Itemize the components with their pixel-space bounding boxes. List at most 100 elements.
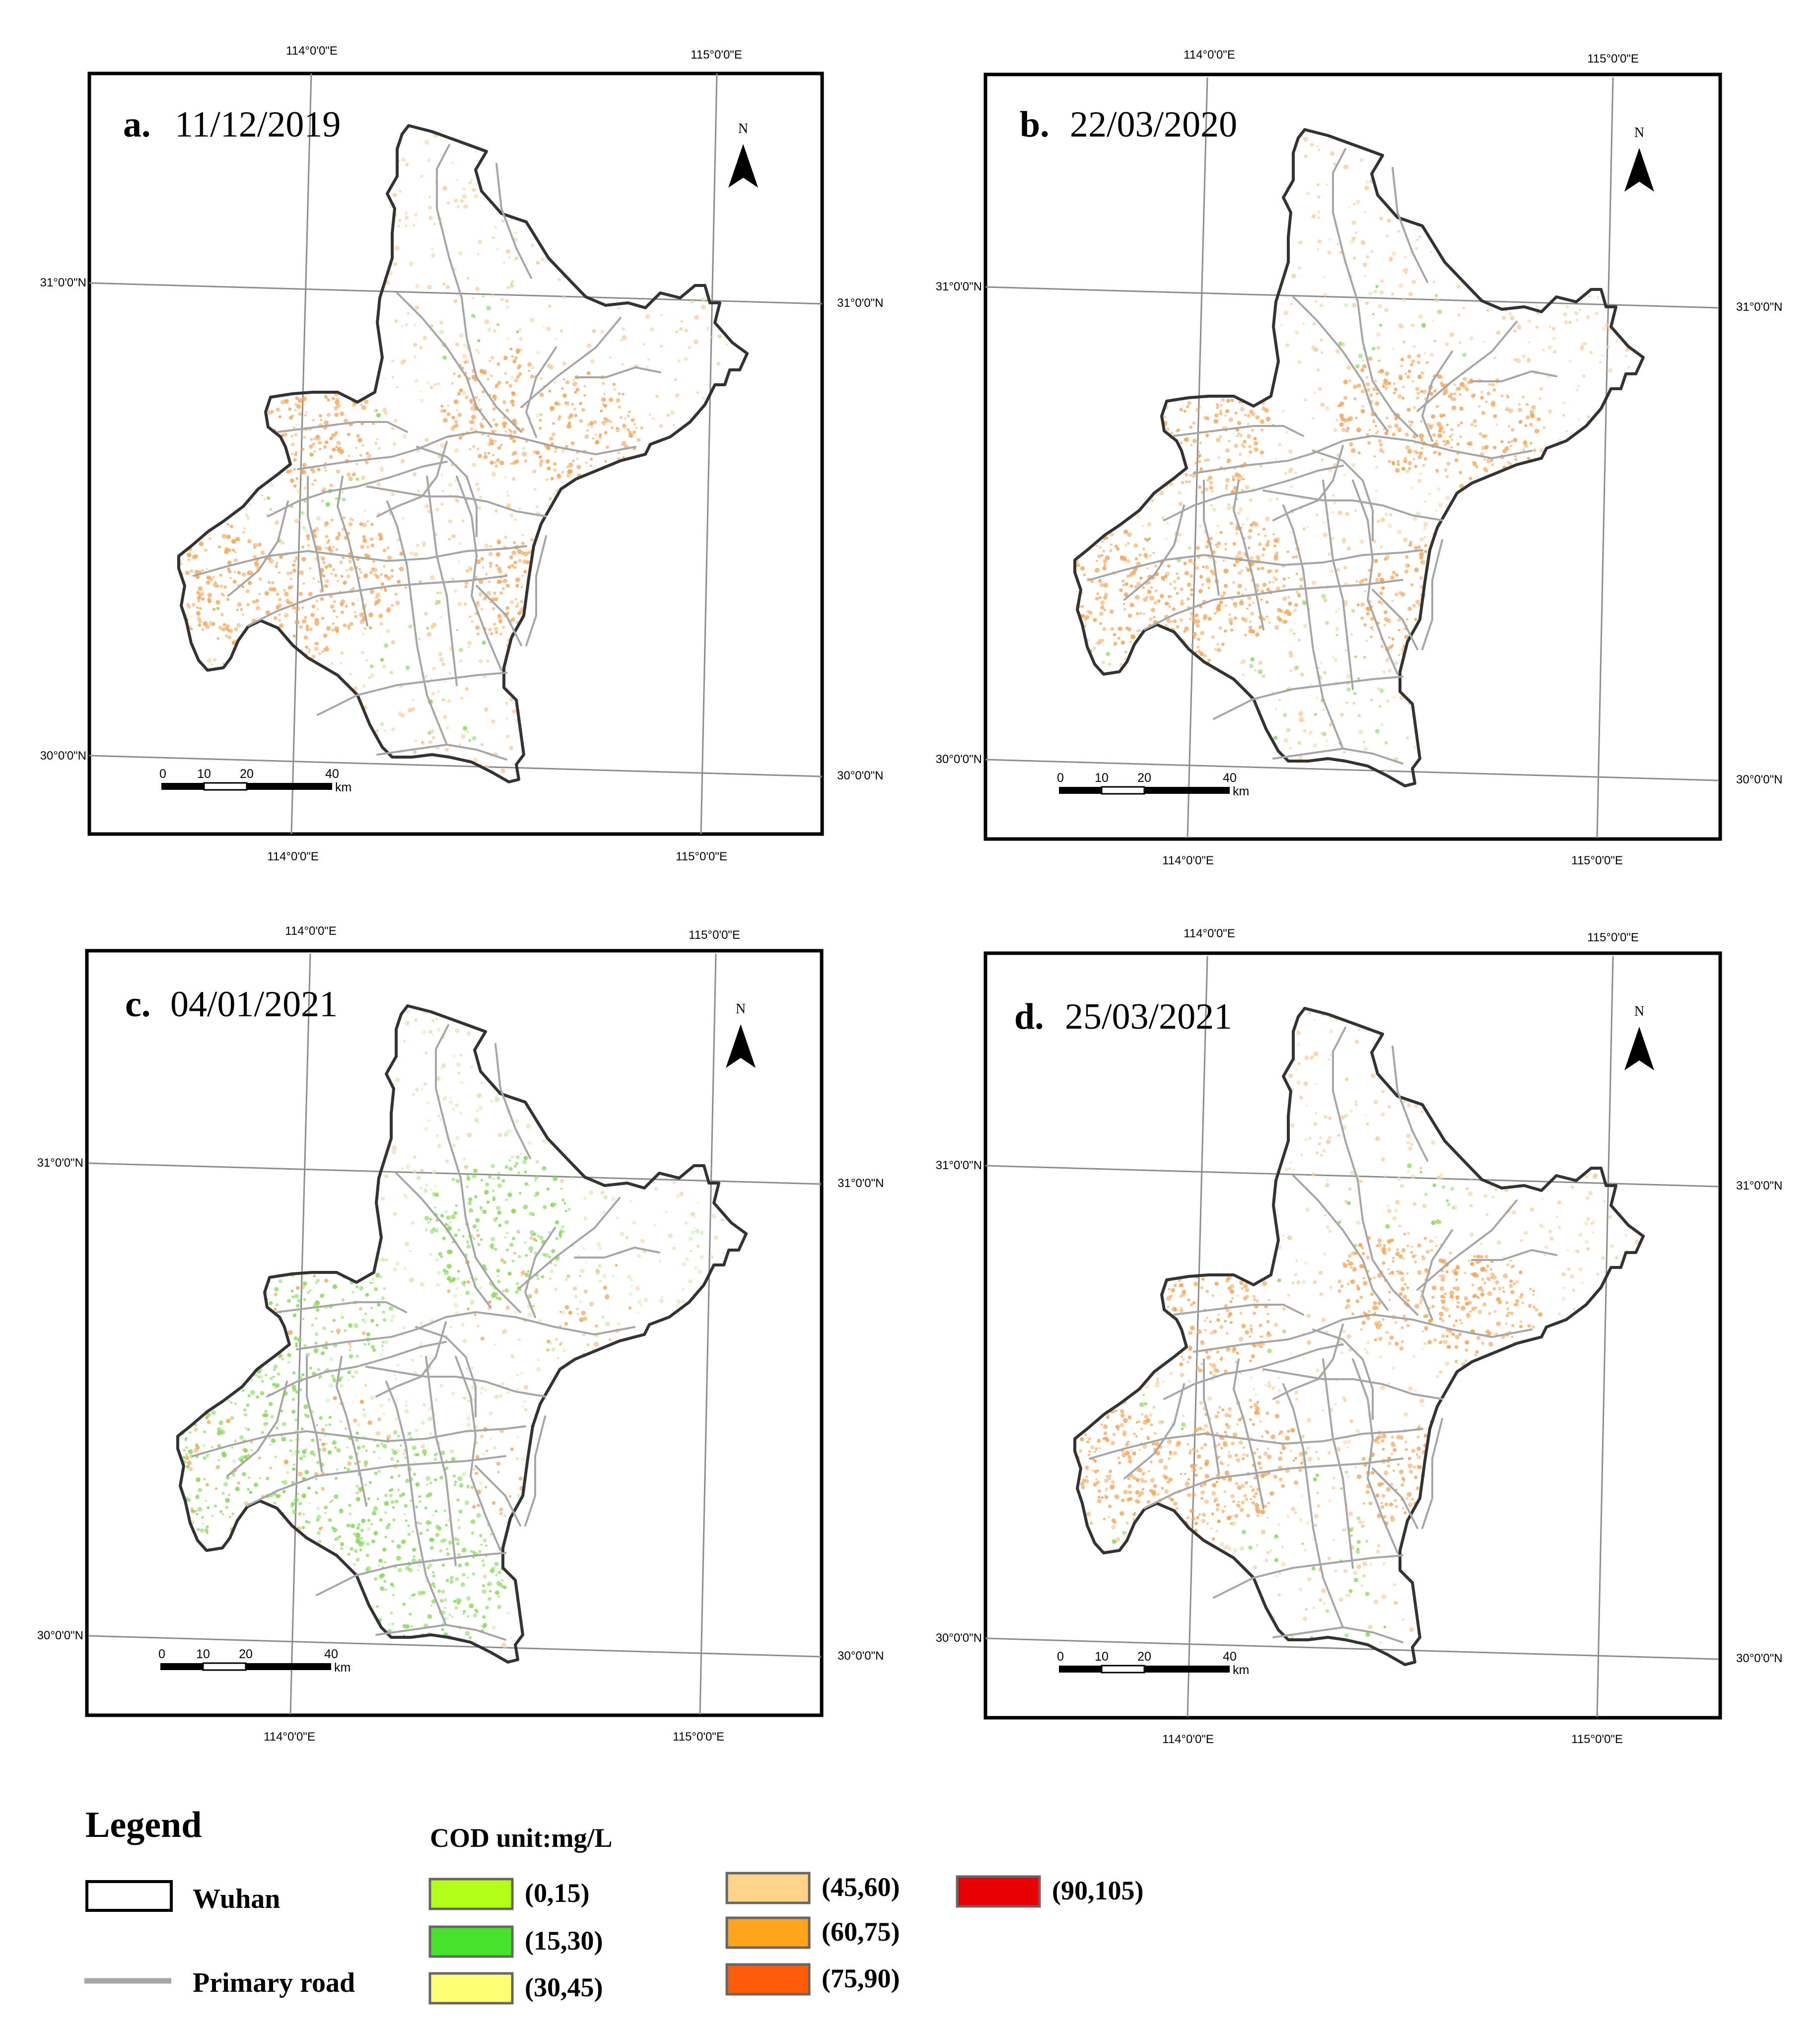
cod-pixel: [1178, 491, 1182, 495]
cod-pixel: [327, 546, 332, 551]
cod-pixel: [1400, 364, 1403, 367]
cod-pixel: [501, 421, 507, 426]
cod-pixel: [296, 490, 299, 492]
cod-pixel: [1593, 1173, 1598, 1178]
cod-pixel: [1278, 443, 1282, 447]
cod-pixel: [330, 604, 335, 609]
cod-pixel: [446, 1223, 449, 1227]
cod-pixel: [457, 602, 462, 607]
cod-pixel: [627, 415, 630, 418]
cod-pixel: [1510, 1311, 1514, 1315]
cod-pixel: [328, 1383, 334, 1389]
cod-pixel: [365, 1293, 369, 1297]
cod-pixel: [307, 537, 310, 541]
cod-pixel: [1569, 1274, 1575, 1279]
cod-pixel: [489, 1590, 492, 1593]
cod-pixel: [1189, 425, 1193, 429]
cod-pixel: [1488, 383, 1491, 386]
cod-pixel: [494, 1100, 496, 1102]
cod-pixel: [269, 1376, 273, 1381]
cod-pixel: [1356, 1540, 1361, 1544]
cod-pixel: [1349, 442, 1353, 447]
cod-pixel: [1236, 1351, 1240, 1355]
cod-pixel: [324, 1278, 329, 1283]
cod-pixel: [488, 1300, 491, 1304]
cod-pixel: [1420, 447, 1423, 450]
cod-pixel: [374, 603, 377, 606]
cod-pixel: [259, 1477, 261, 1479]
cod-pixel: [1303, 1548, 1307, 1552]
cod-pixel: [477, 1243, 481, 1247]
cod-pixel: [436, 1452, 438, 1455]
cod-pixel: [426, 381, 430, 384]
cod-pixel: [331, 1374, 334, 1377]
cod-pixel: [339, 1508, 343, 1512]
cod-pixel: [511, 392, 516, 396]
cod-pixel: [1368, 429, 1371, 431]
cod-pixel: [1123, 592, 1128, 597]
cod-pixel: [636, 1311, 639, 1314]
cod-pixel: [388, 1623, 391, 1626]
cod-pixel: [590, 359, 595, 364]
cod-pixel: [1181, 481, 1185, 485]
cod-pixel: [390, 1457, 394, 1461]
cod-pixel: [1163, 416, 1167, 419]
cod-pixel: [1199, 1467, 1202, 1470]
cod-pixel: [1472, 419, 1477, 423]
cod-pixel: [361, 405, 366, 410]
panel-letter: a.: [123, 104, 151, 145]
cod-pixel: [1381, 1090, 1385, 1094]
cod-pixel: [1355, 1299, 1360, 1304]
cod-pixel: [1202, 1428, 1205, 1431]
cod-pixel: [1423, 351, 1426, 354]
cod-pixel: [1411, 1449, 1415, 1453]
cod-pixel: [568, 1311, 572, 1315]
cod-pixel: [380, 1257, 385, 1262]
cod-pixel: [278, 1355, 281, 1359]
cod-pixel: [325, 502, 330, 507]
cod-pixel: [424, 504, 429, 509]
primary-road: [1292, 296, 1389, 432]
cod-pixel: [524, 1272, 529, 1277]
cod-pixel: [1625, 1234, 1627, 1237]
cod-pixel: [1195, 1366, 1199, 1370]
cod-pixel: [1243, 1494, 1247, 1498]
cod-pixel: [443, 418, 448, 423]
cod-pixel: [1135, 1478, 1140, 1482]
cod-pixel: [1189, 1449, 1192, 1453]
primary-road: [385, 1381, 447, 1626]
cod-pixel: [475, 625, 480, 630]
cod-pixel: [359, 620, 365, 625]
cod-pixel: [1213, 419, 1219, 424]
cod-pixel: [486, 591, 491, 596]
cod-pixel: [1237, 1500, 1240, 1503]
cod-pixel: [1485, 1213, 1488, 1216]
cod-pixel: [330, 518, 334, 522]
cod-pixel: [437, 1270, 441, 1275]
cod-pixel: [280, 400, 285, 405]
cod-pixel: [1386, 234, 1389, 238]
cod-pixel: [1563, 402, 1566, 405]
cod-pixel: [471, 415, 476, 420]
cod-pixel: [514, 378, 518, 383]
cod-pixel: [325, 647, 330, 652]
cod-pixel: [1240, 599, 1243, 602]
cod-pixel: [1370, 1292, 1374, 1296]
cod-pixel: [486, 1449, 489, 1453]
cod-pixel: [1295, 330, 1299, 335]
cod-pixel: [1465, 1187, 1469, 1191]
cod-pixel: [1120, 640, 1125, 645]
cod-pixel: [301, 557, 306, 561]
cod-pixel: [506, 305, 509, 309]
cod-pixel: [1148, 617, 1153, 622]
cod-pixel: [521, 1457, 525, 1462]
cod-pixel: [1365, 639, 1368, 642]
cod-pixel: [1412, 1355, 1415, 1358]
cod-pixel: [632, 1221, 636, 1225]
cod-pixel: [1216, 545, 1219, 548]
scale-unit: km: [1233, 784, 1249, 798]
cod-pixel: [1194, 462, 1197, 465]
cod-pixel: [466, 1596, 471, 1601]
cod-pixel: [1260, 566, 1264, 570]
cod-pixel: [1420, 1110, 1423, 1114]
